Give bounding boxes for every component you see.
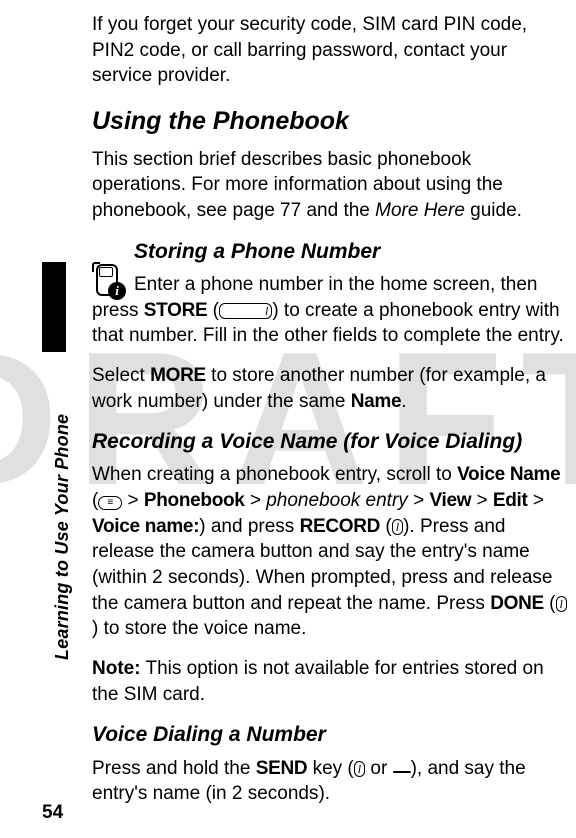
text: > xyxy=(408,490,430,511)
phonebook-label: Phonebook xyxy=(144,490,245,511)
note-text: This option is not available for entries… xyxy=(92,658,544,705)
send-label: SEND xyxy=(256,758,308,779)
intro-paragraph: If you forget your security code, SIM ca… xyxy=(92,12,568,89)
smart-key-icon xyxy=(393,771,411,773)
phonebook-entry-label: phonebook entry xyxy=(266,490,408,511)
note-paragraph: Note: This option is not available for e… xyxy=(92,656,568,707)
page-content: If you forget your security code, SIM ca… xyxy=(92,12,568,821)
heading-storing-number: Storing a Phone Number xyxy=(134,238,568,266)
storing-paragraph-1: Enter a phone number in the home screen,… xyxy=(92,272,568,349)
softkey-icon: l xyxy=(219,303,272,319)
text: Select xyxy=(92,365,150,386)
softkey-icon: l xyxy=(354,761,365,777)
store-label: STORE xyxy=(144,300,208,321)
record-label: RECORD xyxy=(300,516,381,537)
text: ( xyxy=(544,593,556,614)
voice-dialing-paragraph: Press and hold the SEND key (l or ), and… xyxy=(92,756,568,807)
recording-paragraph: When creating a phonebook entry, scroll … xyxy=(92,462,568,641)
voice-name2-label: Voice name: xyxy=(92,516,199,537)
softkey-icon: l xyxy=(392,519,403,535)
text: > xyxy=(528,490,544,511)
sidebar-chapter-label: Learning to Use Your Phone xyxy=(52,414,73,660)
heading-using-phonebook: Using the Phonebook xyxy=(92,105,568,139)
name-label: Name xyxy=(351,391,402,412)
menu-key-icon: ≡ xyxy=(98,496,122,510)
phonebook-intro: This section brief describes basic phone… xyxy=(92,147,568,224)
text: ) and press xyxy=(199,516,299,537)
text: ) to store the voice name. xyxy=(92,618,306,639)
voice-name-label: Voice Name xyxy=(457,464,560,485)
softkey-icon: l xyxy=(556,596,567,612)
text: ( xyxy=(207,300,219,321)
text: > xyxy=(245,490,267,511)
text: key ( xyxy=(307,758,353,779)
text: > xyxy=(471,490,493,511)
text: ( xyxy=(380,516,392,537)
heading-voice-dialing: Voice Dialing a Number xyxy=(92,721,568,749)
done-label: DONE xyxy=(490,593,544,614)
note-label: Note: xyxy=(92,658,141,679)
sidebar-tab-marker xyxy=(42,262,66,352)
text: Press and hold the xyxy=(92,758,256,779)
more-label: MORE xyxy=(150,365,206,386)
more-here-ref: More Here xyxy=(375,200,465,221)
storing-paragraph-2: Select MORE to store another number (for… xyxy=(92,363,568,414)
text: guide. xyxy=(465,200,522,221)
text: When creating a phonebook entry, scroll … xyxy=(92,464,457,485)
text: > xyxy=(122,490,144,511)
view-label: View xyxy=(429,490,471,511)
text: or xyxy=(365,758,392,779)
heading-recording-voice: Recording a Voice Name (for Voice Dialin… xyxy=(92,428,568,456)
page-number: 54 xyxy=(42,802,63,824)
edit-label: Edit xyxy=(493,490,528,511)
text: . xyxy=(401,391,406,412)
